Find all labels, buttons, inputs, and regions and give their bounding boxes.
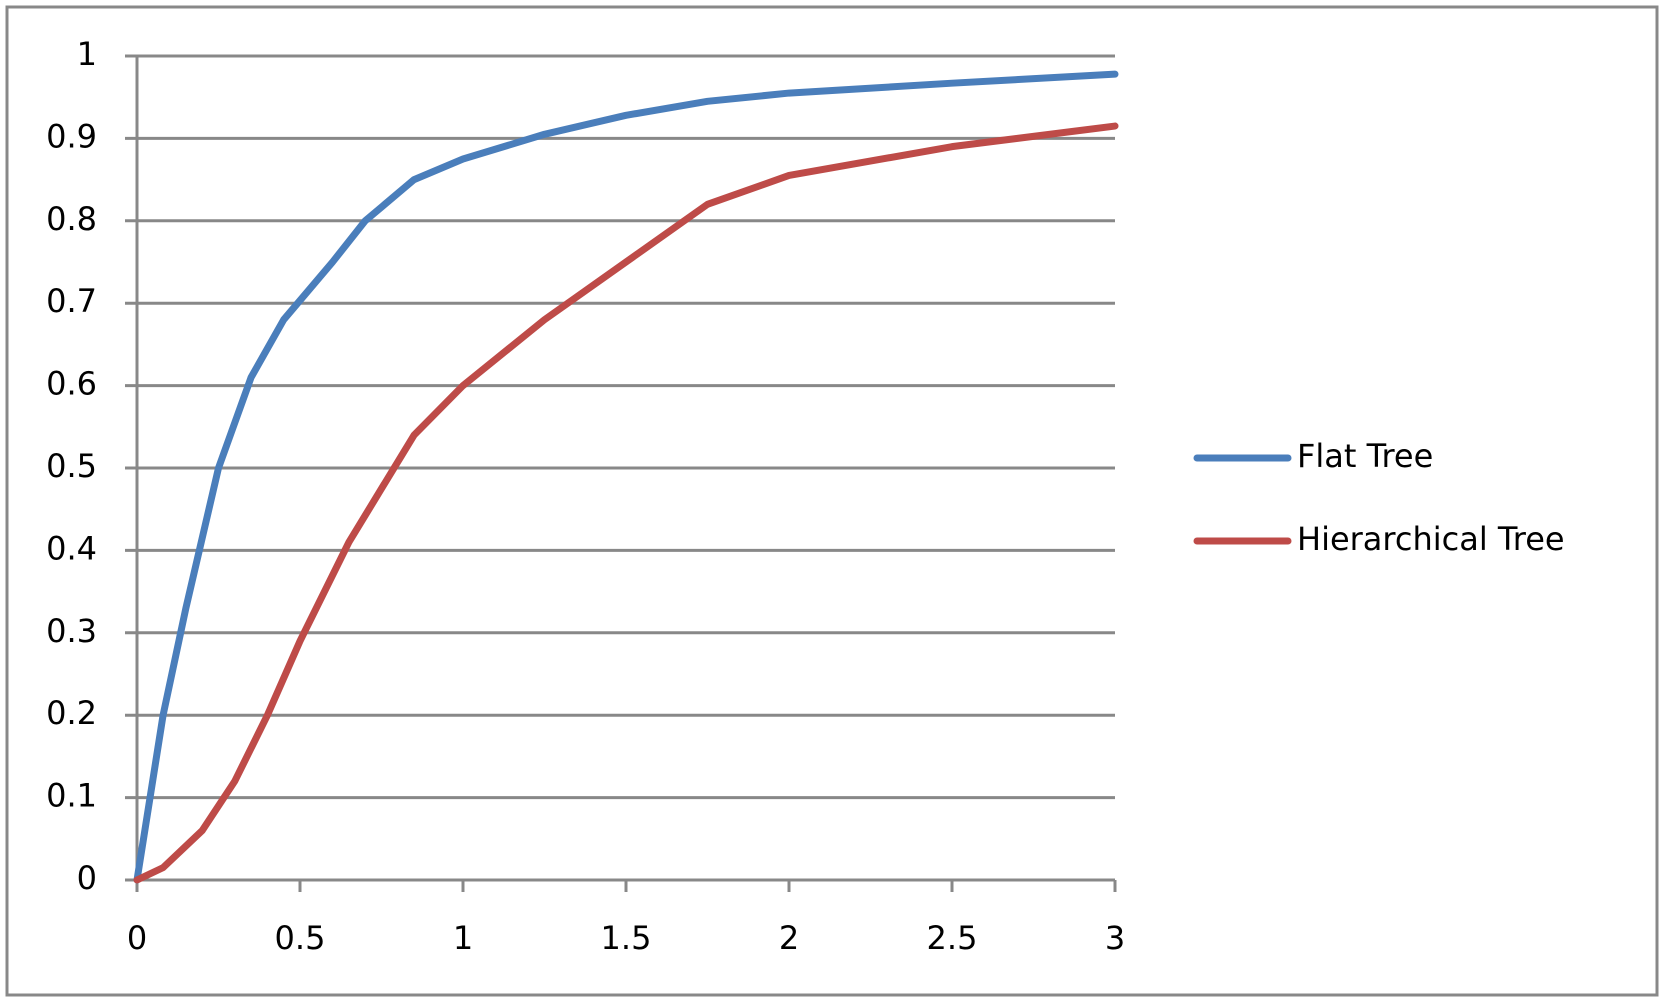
y-tick-label: 0.3: [46, 612, 97, 650]
y-tick-label: 0.8: [46, 200, 97, 238]
line-series: [133, 122, 1119, 884]
x-tick-label: 1.5: [601, 919, 652, 957]
x-tick-label: 1: [453, 919, 473, 957]
x-tick-label: 3: [1105, 919, 1125, 957]
y-tick-label: 0.6: [46, 365, 97, 403]
x-tick-label: 2.5: [927, 919, 978, 957]
y-tick-label: 0.2: [46, 694, 97, 732]
y-tick-label: 0.9: [46, 117, 97, 155]
x-tick-label: 0: [127, 919, 147, 957]
x-tick-label: 2: [779, 919, 799, 957]
legend-label: Flat Tree: [1297, 437, 1433, 475]
chart-frame: [5, 5, 1659, 997]
y-tick-label: 0.5: [46, 447, 97, 485]
legend-label: Hierarchical Tree: [1297, 520, 1565, 558]
y-tick-label: 0.4: [46, 529, 97, 567]
line-series: [133, 70, 1119, 884]
y-tick-label: 0.7: [46, 282, 97, 320]
y-tick-label: 0.1: [46, 777, 97, 815]
x-tick-label: 0.5: [275, 919, 326, 957]
y-tick-label: 1: [77, 35, 97, 73]
y-tick-label: 0: [77, 859, 97, 897]
